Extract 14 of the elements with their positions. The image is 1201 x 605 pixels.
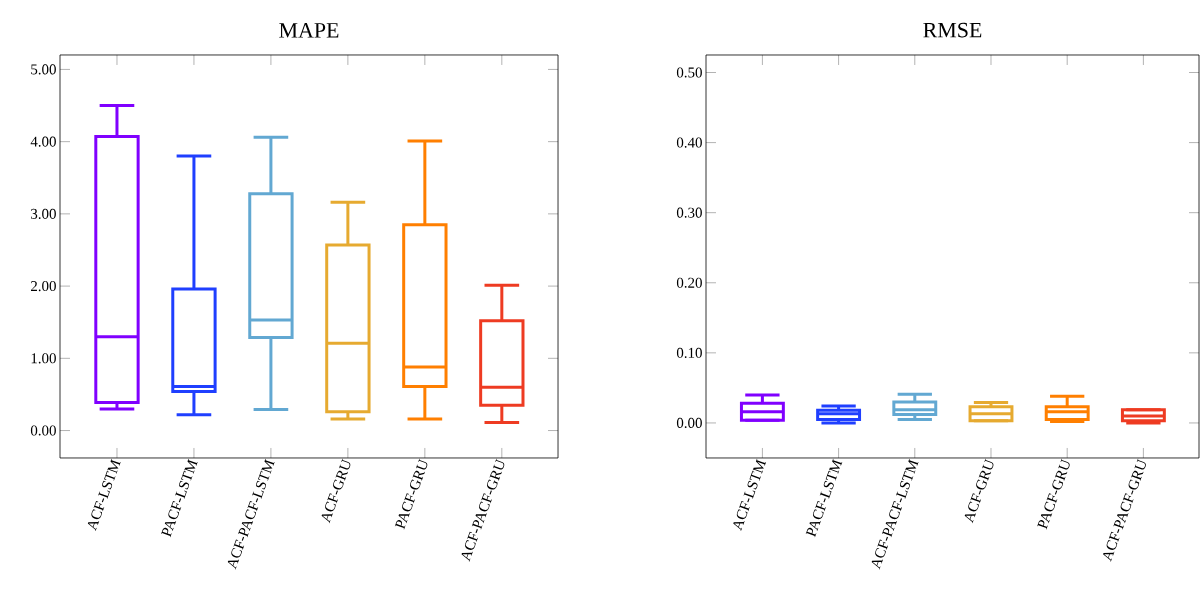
y-tick-label: 0.40	[676, 137, 702, 148]
y-tick-label: 0.00	[676, 417, 702, 429]
y-tick-label: 0.50	[676, 67, 702, 78]
y-tick-label: 3.00	[31, 208, 56, 219]
y-tick-label: 0.00	[30, 425, 56, 436]
y-tick-label: 0.10	[676, 347, 702, 358]
y-tick-label: 5.00	[31, 64, 56, 75]
y-tick-label: 0.30	[676, 207, 702, 218]
y-tick-label: 4.00	[30, 136, 56, 147]
y-tick-label: 1.00	[31, 353, 56, 364]
chart-title: RMSE	[923, 22, 982, 38]
y-tick-label: 0.20	[676, 277, 702, 288]
chart-title: MAPE	[279, 23, 339, 38]
y-tick-label: 2.00	[30, 281, 56, 292]
